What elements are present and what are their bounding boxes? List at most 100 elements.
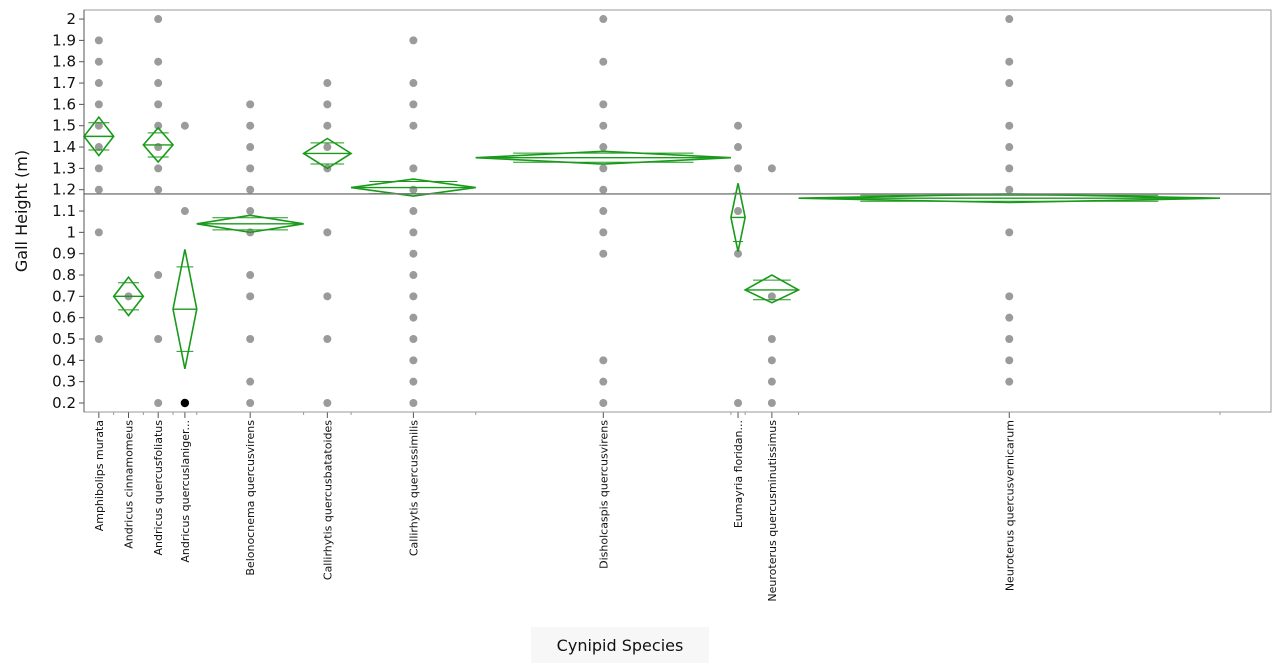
data-point — [1005, 292, 1014, 301]
data-point — [246, 271, 255, 280]
data-point — [599, 164, 608, 173]
x-axis-label: Cynipid Species — [531, 627, 709, 663]
data-point — [599, 185, 608, 194]
data-point — [734, 249, 743, 258]
data-point — [1005, 185, 1014, 194]
y-tick-label: 0.9 — [52, 245, 76, 263]
data-point — [767, 399, 776, 407]
y-tick-label: 1 — [66, 223, 76, 241]
y-tick-label: 0.3 — [52, 373, 76, 391]
data-point — [246, 292, 255, 301]
species-groups — [82, 15, 1220, 408]
data-point — [734, 121, 743, 130]
data-point — [599, 100, 608, 109]
data-point — [599, 15, 608, 24]
x-tick-label: Callirhytis quercussimilis — [407, 420, 420, 556]
data-point — [154, 271, 163, 280]
data-point — [1005, 143, 1014, 152]
y-tick-label: 0.8 — [52, 266, 76, 284]
data-point — [154, 15, 163, 24]
species-group — [82, 36, 115, 344]
data-point — [154, 185, 163, 194]
data-point — [734, 399, 743, 407]
data-point — [246, 335, 255, 344]
data-point — [94, 164, 103, 173]
species-group — [350, 36, 476, 407]
data-point — [599, 143, 608, 152]
plot-frame — [83, 9, 1272, 413]
data-point — [1005, 377, 1014, 386]
data-point — [323, 100, 332, 109]
data-point — [154, 335, 163, 344]
data-point — [246, 377, 255, 386]
x-axis-ticks: Amphibolips murata Andricus cinnamomeus An… — [93, 412, 1221, 602]
data-point — [246, 143, 255, 152]
data-point — [409, 79, 418, 88]
data-point — [599, 377, 608, 386]
x-tick-label: Callirhytis quercusbatatoides — [321, 420, 334, 580]
data-point — [1005, 164, 1014, 173]
species-group — [730, 121, 746, 407]
data-point — [154, 164, 163, 173]
y-tick-label: 0.6 — [52, 309, 76, 327]
data-point — [767, 292, 776, 301]
x-tick-label: Andricus cinnamomeus — [123, 420, 136, 549]
y-tick-label: 0.7 — [52, 287, 76, 305]
x-tick-label: Andricus quercuslaniger... — [179, 420, 192, 563]
species-group — [302, 79, 353, 407]
data-point — [409, 271, 418, 280]
data-point — [409, 121, 418, 130]
data-point — [154, 79, 163, 88]
species-group — [798, 15, 1220, 386]
data-point — [599, 399, 608, 407]
data-point — [323, 79, 332, 88]
x-tick-label: Eumayria floridan... — [732, 420, 745, 528]
data-point — [767, 164, 776, 173]
data-point — [409, 399, 418, 407]
selected-data-point — [180, 398, 190, 408]
data-point — [599, 57, 608, 66]
y-tick-label: 1.4 — [52, 138, 76, 156]
y-axis-ticks: 0.2 0.3 0.4 0.5 0.6 0.7 0.8 0.9 1 1.1 1.2 1.3 1.4 1.5… — [52, 10, 84, 412]
data-point — [1005, 356, 1014, 365]
data-point — [409, 164, 418, 173]
data-point — [94, 143, 103, 152]
data-point — [154, 57, 163, 66]
data-point — [1005, 79, 1014, 88]
data-point — [1005, 121, 1014, 130]
data-point — [323, 228, 332, 237]
data-point — [1005, 313, 1014, 322]
data-point — [246, 100, 255, 109]
x-tick-label: Disholcaspis quercusvirens — [597, 420, 610, 569]
data-point — [599, 228, 608, 237]
data-point — [409, 249, 418, 258]
data-point — [154, 100, 163, 109]
data-point — [409, 313, 418, 322]
data-point — [323, 143, 332, 152]
data-point — [94, 228, 103, 237]
data-point — [767, 356, 776, 365]
data-point — [180, 121, 189, 130]
data-point — [246, 164, 255, 173]
data-point — [323, 292, 332, 301]
data-point — [1005, 15, 1014, 24]
data-point — [323, 121, 332, 130]
data-point — [323, 399, 332, 407]
data-point — [734, 143, 743, 152]
x-tick-label: Belonocnema quercusvirens — [244, 420, 257, 576]
species-group — [112, 275, 145, 317]
y-tick-label: 0.5 — [52, 330, 76, 348]
species-group — [196, 100, 304, 407]
data-point — [599, 207, 608, 216]
data-point — [323, 335, 332, 344]
data-point — [409, 356, 418, 365]
x-tick-label: Amphibolips murata — [93, 420, 106, 531]
species-group — [475, 15, 731, 407]
data-point — [734, 207, 743, 216]
y-tick-label: 1.7 — [52, 74, 76, 92]
data-point — [180, 207, 189, 216]
data-point — [1005, 335, 1014, 344]
y-tick-label: 1.5 — [52, 117, 76, 135]
y-tick-label: 2 — [66, 10, 76, 28]
